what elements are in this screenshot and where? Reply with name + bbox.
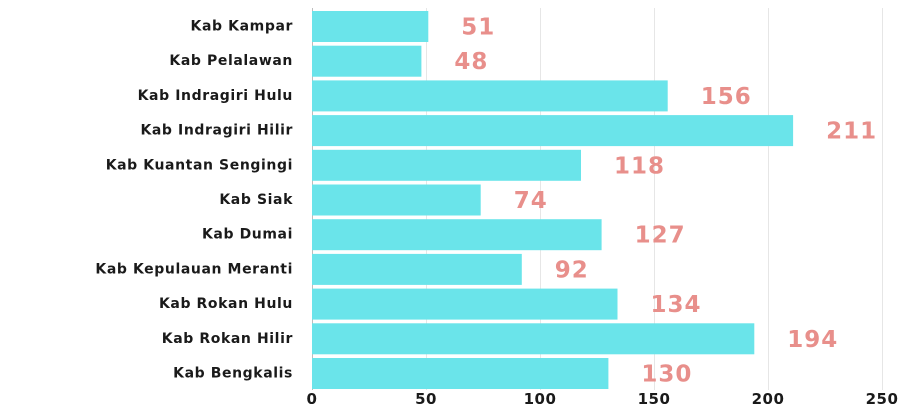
x-axis-tick-labels: 0 50 100 150 200 250 xyxy=(307,390,899,407)
data-label: 130 xyxy=(641,362,692,388)
bar xyxy=(312,80,668,112)
category-label: Kab Rokan Hilir xyxy=(162,331,293,347)
x-tick-label: 50 xyxy=(415,390,437,407)
x-tick-label: 200 xyxy=(752,390,785,407)
data-label: 211 xyxy=(826,119,877,145)
data-label: 48 xyxy=(454,49,488,75)
category-label: Kab Indragiri Hilir xyxy=(140,123,293,139)
x-tick-label: 0 xyxy=(307,390,318,407)
data-label: 194 xyxy=(787,327,838,353)
bar xyxy=(312,253,522,285)
category-label: Kab Kepulauan Meranti xyxy=(95,261,293,277)
bar xyxy=(312,288,618,320)
bar xyxy=(312,323,755,355)
data-label: 51 xyxy=(461,15,495,41)
category-label: Kab Pelalawan xyxy=(169,53,293,69)
category-label: Kab Rokan Hulu xyxy=(159,296,293,312)
value-labels: 51 48 156 211 118 74 127 92 134 194 130 xyxy=(454,15,877,388)
data-label: 74 xyxy=(514,188,548,214)
bar xyxy=(312,184,481,216)
category-label: Kab Kuantan Sengingi xyxy=(106,157,293,173)
category-label: Kab Dumai xyxy=(202,227,293,243)
data-label: 134 xyxy=(651,292,702,318)
category-label: Kab Bengkalis xyxy=(173,366,293,382)
bar xyxy=(312,45,422,77)
bars xyxy=(312,11,794,389)
category-labels: Kab Kampar Kab Pelalawan Kab Indragiri Hul… xyxy=(95,19,293,382)
bar xyxy=(312,358,609,389)
data-label: 156 xyxy=(701,84,752,110)
bar xyxy=(312,219,602,251)
bar xyxy=(312,149,581,181)
category-label: Kab Kampar xyxy=(191,19,293,35)
x-tick-label: 100 xyxy=(524,390,557,407)
category-label: Kab Siak xyxy=(219,192,293,208)
data-label: 118 xyxy=(614,153,665,179)
data-label: 127 xyxy=(635,223,686,249)
data-label: 92 xyxy=(555,257,589,283)
category-label: Kab Indragiri Hulu xyxy=(138,88,293,104)
bar xyxy=(312,115,794,147)
x-tick-label: 250 xyxy=(866,390,899,407)
x-tick-label: 150 xyxy=(638,390,671,407)
bar xyxy=(312,11,429,42)
